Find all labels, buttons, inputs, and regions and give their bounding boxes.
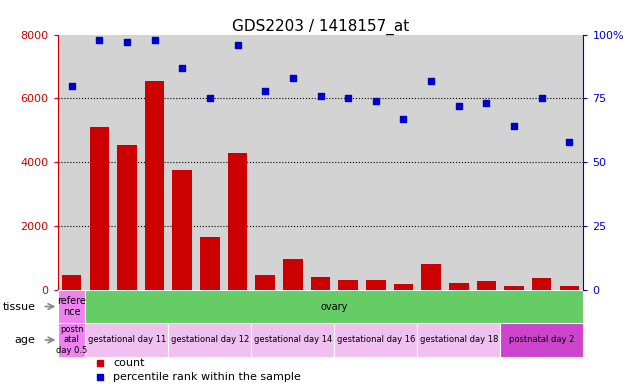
Bar <box>394 284 413 290</box>
Point <box>454 103 464 109</box>
Text: age: age <box>15 335 35 345</box>
Bar <box>335 323 417 357</box>
Point <box>564 139 574 145</box>
Text: gestational day 16: gestational day 16 <box>337 336 415 344</box>
Point <box>537 95 547 101</box>
Point <box>233 42 243 48</box>
Text: gestational day 11: gestational day 11 <box>88 336 166 344</box>
Bar <box>228 152 247 290</box>
Bar <box>477 281 496 290</box>
Bar <box>311 277 330 290</box>
Bar <box>338 280 358 290</box>
Bar <box>532 278 551 290</box>
Text: postnatal day 2: postnatal day 2 <box>509 336 574 344</box>
Point <box>288 75 298 81</box>
Bar <box>172 170 192 290</box>
Text: gestational day 14: gestational day 14 <box>254 336 332 344</box>
Point <box>94 36 104 43</box>
Bar <box>422 264 441 290</box>
Point <box>481 100 492 106</box>
Bar <box>560 286 579 290</box>
Point <box>343 95 353 101</box>
Text: count: count <box>113 359 144 369</box>
Bar <box>85 323 169 357</box>
Text: ovary: ovary <box>320 301 348 311</box>
Title: GDS2203 / 1418157_at: GDS2203 / 1418157_at <box>232 18 409 35</box>
Text: gestational day 18: gestational day 18 <box>420 336 498 344</box>
Text: postn
atal
day 0.5: postn atal day 0.5 <box>56 325 87 355</box>
Bar <box>417 323 501 357</box>
Point <box>509 123 519 129</box>
Bar <box>200 237 219 290</box>
Point <box>260 88 271 94</box>
Bar <box>504 286 524 290</box>
Text: percentile rank within the sample: percentile rank within the sample <box>113 372 301 382</box>
Point <box>67 83 77 89</box>
Bar <box>117 145 137 290</box>
Bar <box>145 81 164 290</box>
Bar <box>90 127 109 290</box>
Bar <box>256 275 275 290</box>
Bar <box>251 323 335 357</box>
Point <box>204 95 215 101</box>
Bar <box>169 323 251 357</box>
Bar <box>449 283 469 290</box>
Point <box>370 98 381 104</box>
Bar <box>283 260 303 290</box>
Point <box>122 39 132 45</box>
Point <box>315 93 326 99</box>
Bar <box>58 290 85 323</box>
Point <box>149 36 160 43</box>
Bar <box>62 275 81 290</box>
Bar <box>501 323 583 357</box>
Text: gestational day 12: gestational day 12 <box>171 336 249 344</box>
Bar <box>58 323 85 357</box>
Text: tissue: tissue <box>3 301 35 311</box>
Point <box>177 65 187 71</box>
Point <box>426 78 437 84</box>
Text: refere
nce: refere nce <box>57 296 86 317</box>
Point <box>398 116 408 122</box>
Bar <box>366 280 385 290</box>
